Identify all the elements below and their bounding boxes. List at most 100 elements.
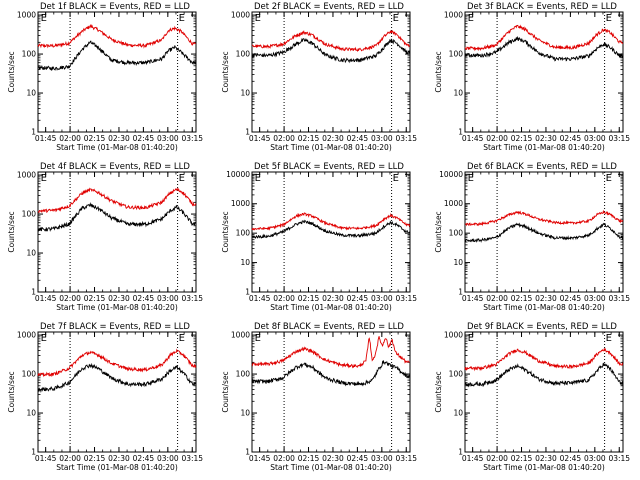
y-tick-label: 10 (240, 89, 250, 98)
x-tick-label: 01:45 (249, 294, 271, 303)
events-series-line (37, 40, 197, 71)
plot-title: Det 4f BLACK = Events, RED = LLD (40, 162, 190, 172)
x-tick-label: 03:00 (157, 294, 179, 303)
plot-title: Det 9f BLACK = Events, RED = LLD (467, 322, 617, 332)
y-tick-label: 10 (240, 258, 250, 267)
x-tick-label: 02:15 (298, 134, 320, 143)
flag-label: E (606, 13, 612, 24)
y-tick-label: 1000 (231, 11, 250, 20)
x-tick-label: 03:15 (395, 454, 417, 463)
x-tick-label: 03:15 (608, 294, 630, 303)
y-tick-label: 1 (31, 128, 36, 137)
x-tick-label: 02:15 (511, 294, 533, 303)
flag-label: E (393, 173, 399, 184)
y-tick-label: 1000 (17, 171, 36, 180)
x-tick-label: 02:30 (322, 454, 344, 463)
flag-label: E (393, 13, 399, 24)
x-tick-label: 02:30 (108, 134, 130, 143)
y-tick-label: 1 (31, 448, 36, 457)
x-axis-label: Start Time (01-Mar-08 01:40:20) (56, 303, 178, 312)
y-tick-label: 1000 (444, 11, 463, 20)
x-tick-label: 02:00 (486, 294, 508, 303)
y-tick-label: 1 (458, 128, 463, 137)
x-tick-label: 02:00 (59, 454, 81, 463)
events-series-line (464, 362, 624, 388)
x-tick-label: 01:45 (462, 294, 484, 303)
x-tick-label: 02:30 (108, 454, 130, 463)
x-tick-label: 03:00 (584, 134, 606, 143)
plot-panel-6: Det 6f BLACK = Events, RED = LLD 1 10 100 10… (434, 162, 630, 312)
plot-title: Det 2f BLACK = Events, RED = LLD (254, 2, 404, 12)
x-tick-label: 03:15 (181, 294, 203, 303)
x-tick-label: 02:45 (560, 454, 582, 463)
x-tick-label: 02:45 (133, 134, 155, 143)
y-tick-label: 100 (449, 229, 464, 238)
x-tick-label: 01:45 (249, 454, 271, 463)
x-tick-label: 02:30 (535, 134, 557, 143)
plot-panel-9: Det 9f BLACK = Events, RED = LLD 1 10 100 10… (434, 322, 630, 472)
x-tick-label: 02:45 (133, 294, 155, 303)
x-tick-label: 02:00 (273, 134, 295, 143)
plot-panel-4: Det 4f BLACK = Events, RED = LLD 1 10 100 10… (7, 162, 203, 312)
plot-panel-2: Det 2f BLACK = Events, RED = LLD 1 10 100 10… (221, 2, 417, 152)
x-tick-label: 02:00 (59, 294, 81, 303)
y-tick-label: 1 (31, 288, 36, 297)
y-tick-label: 100 (449, 370, 464, 379)
events-series-line (37, 362, 197, 393)
x-tick-label: 03:00 (371, 454, 393, 463)
y-tick-label: 1000 (17, 331, 36, 340)
y-tick-label: 1 (458, 288, 463, 297)
x-axis-label: Start Time (01-Mar-08 01:40:20) (483, 143, 605, 152)
x-tick-label: 03:15 (395, 294, 417, 303)
lld-series-line (251, 212, 411, 231)
x-tick-label: 02:30 (108, 294, 130, 303)
flag-label: E (179, 173, 185, 184)
x-axis-label: Start Time (01-Mar-08 01:40:20) (483, 463, 605, 472)
events-series-line (251, 37, 411, 64)
y-tick-label: 10 (453, 89, 463, 98)
lld-series-line (37, 348, 197, 378)
plot-frame (251, 11, 411, 133)
flag-label: E (255, 13, 261, 24)
x-tick-label: 03:00 (371, 134, 393, 143)
y-tick-label: 10 (240, 409, 250, 418)
plot-panel-5: Det 5f BLACK = Events, RED = LLD 1 10 100 10… (221, 162, 417, 312)
x-axis-label: Start Time (01-Mar-08 01:40:20) (483, 303, 605, 312)
y-tick-label: 1000 (231, 331, 250, 340)
y-tick-label: 100 (22, 50, 37, 59)
y-axis-label: Counts/sec (434, 51, 443, 92)
x-tick-label: 01:45 (462, 134, 484, 143)
x-axis-label: Start Time (01-Mar-08 01:40:20) (270, 463, 392, 472)
flag-label: E (255, 333, 261, 344)
y-tick-label: 10000 (439, 170, 463, 179)
plot-title: Det 1f BLACK = Events, RED = LLD (40, 2, 190, 12)
y-tick-label: 100 (22, 370, 37, 379)
x-tick-label: 02:45 (347, 454, 369, 463)
plot-panel-1: Det 1f BLACK = Events, RED = LLD 1 10 100 10… (7, 2, 203, 152)
plot-frame (37, 171, 197, 293)
x-tick-label: 02:00 (486, 134, 508, 143)
x-tick-label: 02:45 (133, 454, 155, 463)
events-series-line (251, 360, 411, 387)
x-tick-label: 02:30 (535, 294, 557, 303)
y-tick-label: 1 (245, 448, 250, 457)
flag-label: E (468, 173, 474, 184)
y-axis-label: Counts/sec (221, 51, 230, 92)
x-tick-label: 03:15 (181, 134, 203, 143)
flag-label: E (606, 333, 612, 344)
events-series-line (464, 222, 624, 243)
plot-frame (464, 331, 624, 453)
x-tick-label: 02:00 (59, 134, 81, 143)
y-tick-label: 1 (458, 448, 463, 457)
plot-title: Det 7f BLACK = Events, RED = LLD (40, 322, 190, 332)
lld-series-line (37, 23, 197, 49)
x-tick-label: 03:00 (584, 294, 606, 303)
lld-series-line (37, 187, 197, 214)
y-tick-label: 1000 (444, 331, 463, 340)
x-tick-label: 03:15 (608, 454, 630, 463)
x-tick-label: 03:15 (395, 134, 417, 143)
plot-frame (37, 11, 197, 133)
y-tick-label: 100 (449, 50, 464, 59)
x-tick-label: 02:15 (511, 454, 533, 463)
